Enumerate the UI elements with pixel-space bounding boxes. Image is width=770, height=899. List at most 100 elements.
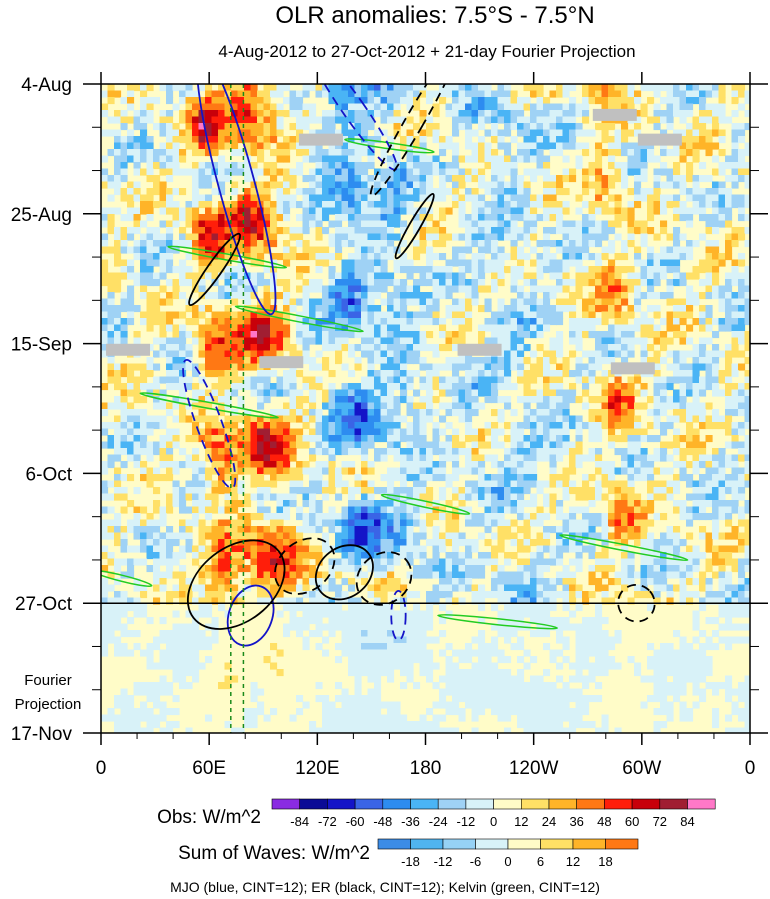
heat-cell bbox=[224, 487, 232, 495]
heat-cell bbox=[335, 214, 343, 222]
heat-cell bbox=[491, 207, 499, 215]
heat-cell bbox=[562, 129, 570, 137]
heat-cell bbox=[686, 363, 694, 371]
heat-cell bbox=[588, 363, 596, 371]
heat-cell bbox=[556, 84, 564, 92]
heat-cell bbox=[205, 116, 213, 124]
heat-cell bbox=[361, 467, 369, 475]
heat-cell bbox=[101, 480, 109, 488]
heat-cell bbox=[744, 266, 750, 274]
heat-cell bbox=[296, 285, 304, 293]
heat-cell bbox=[478, 493, 486, 501]
heat-cell bbox=[374, 201, 382, 209]
heat-cell bbox=[263, 448, 271, 456]
heat-cell bbox=[179, 240, 187, 248]
heat-cell bbox=[718, 259, 726, 267]
heat-cell bbox=[185, 376, 193, 384]
heat-cell bbox=[192, 90, 200, 98]
heat-cell bbox=[465, 175, 473, 183]
heat-cell bbox=[439, 363, 447, 371]
heat-cell bbox=[686, 305, 694, 313]
heat-cell bbox=[471, 110, 479, 118]
heat-cell bbox=[107, 84, 115, 92]
heat-cell bbox=[575, 162, 583, 170]
heat-cell bbox=[328, 409, 336, 417]
heat-cell bbox=[406, 311, 414, 319]
heat-cell bbox=[419, 422, 427, 430]
heat-cell bbox=[276, 194, 284, 202]
heat-cell bbox=[439, 162, 447, 170]
heat-cell bbox=[738, 253, 746, 261]
heat-cell bbox=[627, 103, 635, 111]
heat-cell bbox=[588, 84, 596, 92]
heat-cell bbox=[465, 506, 473, 514]
heat-cell bbox=[627, 155, 635, 163]
heat-cell bbox=[361, 188, 369, 196]
heat-cell bbox=[712, 454, 720, 462]
heat-cell bbox=[504, 214, 512, 222]
heat-cell bbox=[536, 363, 544, 371]
heat-cell bbox=[172, 487, 180, 495]
heat-cell bbox=[471, 155, 479, 163]
heat-cell bbox=[543, 422, 551, 430]
heat-cell bbox=[250, 201, 258, 209]
heat-cell bbox=[458, 155, 466, 163]
heat-cell bbox=[634, 90, 642, 98]
heat-cell bbox=[374, 318, 382, 326]
heat-cell bbox=[413, 480, 421, 488]
heat-cell bbox=[244, 207, 252, 215]
heat-cell bbox=[374, 214, 382, 222]
heat-cell bbox=[166, 188, 174, 196]
heat-cell bbox=[725, 305, 733, 313]
heat-cell bbox=[270, 337, 278, 345]
heat-cell bbox=[406, 493, 414, 501]
heat-cell bbox=[257, 97, 265, 105]
heat-cell bbox=[569, 480, 577, 488]
heat-cell bbox=[601, 298, 609, 306]
heat-cell bbox=[439, 97, 447, 105]
heat-cell bbox=[731, 337, 739, 345]
heat-cell bbox=[120, 240, 128, 248]
heat-cell bbox=[153, 448, 161, 456]
heat-cell bbox=[744, 396, 750, 404]
heat-cell bbox=[725, 480, 733, 488]
heat-cell bbox=[582, 311, 590, 319]
heat-cell bbox=[302, 311, 310, 319]
heat-cell bbox=[133, 227, 141, 235]
heat-cell bbox=[315, 500, 323, 508]
heat-cell bbox=[582, 324, 590, 332]
heat-cell bbox=[367, 422, 375, 430]
heat-cell bbox=[289, 376, 297, 384]
heat-cell bbox=[159, 513, 167, 521]
heat-cell bbox=[380, 422, 388, 430]
heat-cell bbox=[283, 136, 291, 144]
heat-cell bbox=[393, 103, 401, 111]
heat-cell bbox=[192, 318, 200, 326]
heat-cell bbox=[549, 123, 557, 131]
heat-cell bbox=[549, 136, 557, 144]
heat-cell bbox=[419, 318, 427, 326]
heat-cell bbox=[367, 240, 375, 248]
heat-cell bbox=[335, 194, 343, 202]
heat-cell bbox=[231, 448, 239, 456]
heat-cell bbox=[328, 383, 336, 391]
heat-cell bbox=[718, 415, 726, 423]
heat-cell bbox=[731, 331, 739, 339]
heat-cell bbox=[497, 188, 505, 196]
heat-cell bbox=[595, 279, 603, 287]
heat-cell bbox=[244, 227, 252, 235]
heat-cell bbox=[400, 396, 408, 404]
heat-cell bbox=[302, 110, 310, 118]
heat-cell bbox=[452, 402, 460, 410]
heat-cell bbox=[166, 149, 174, 157]
heat-cell bbox=[205, 435, 213, 443]
heat-cell bbox=[491, 129, 499, 137]
heat-cell bbox=[601, 311, 609, 319]
heat-cell bbox=[621, 383, 629, 391]
heat-cell bbox=[244, 305, 252, 313]
heat-cell bbox=[387, 201, 395, 209]
heat-cell bbox=[673, 389, 681, 397]
heat-cell bbox=[614, 376, 622, 384]
heat-cell bbox=[413, 181, 421, 189]
heat-cell bbox=[686, 441, 694, 449]
